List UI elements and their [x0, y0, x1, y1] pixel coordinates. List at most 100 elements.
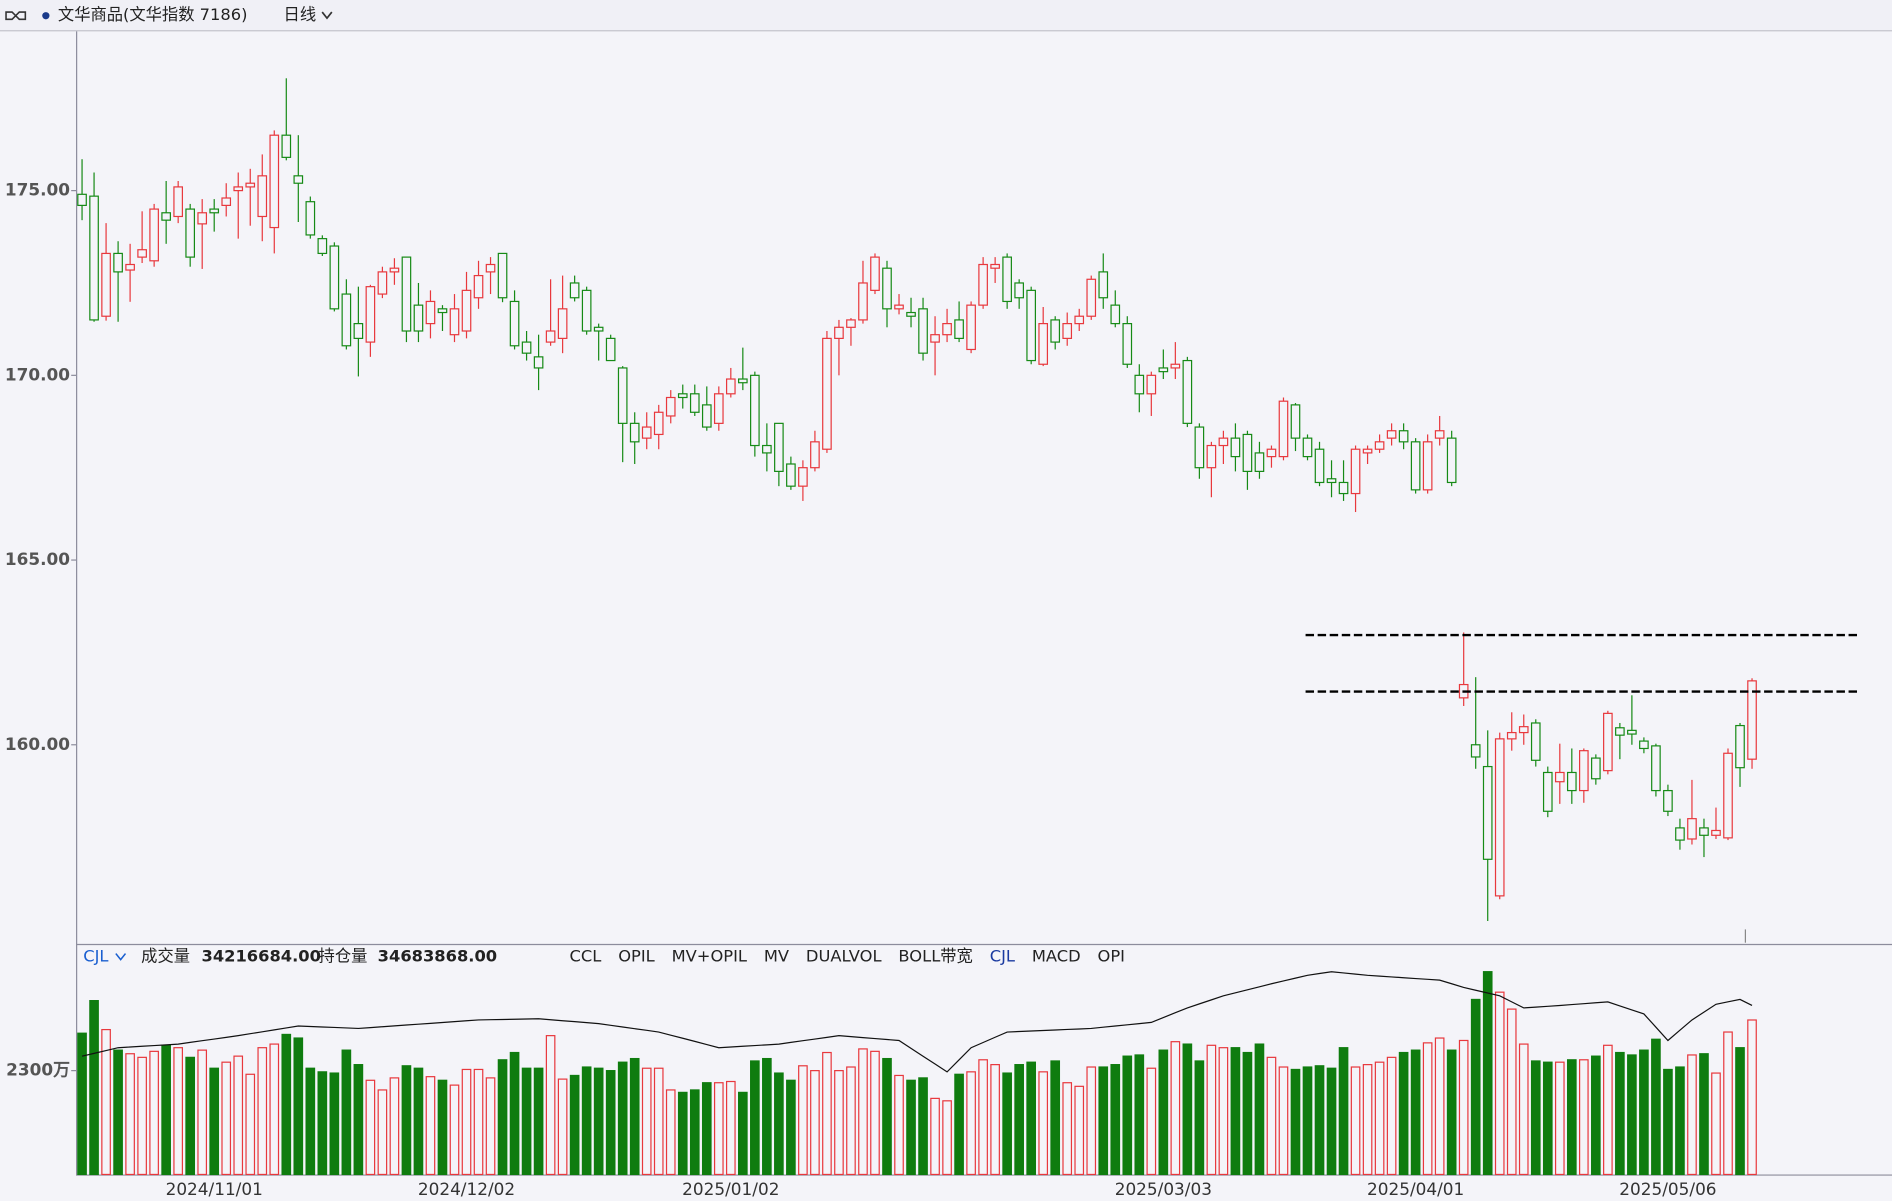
volume-bar [185, 1056, 196, 1176]
candle-body [1230, 437, 1241, 458]
volume-bar [365, 1079, 376, 1176]
toolbar [0, 0, 1892, 31]
candle-body [161, 212, 171, 221]
volume-bar [1723, 1031, 1733, 1176]
indicator-tab[interactable]: DUALVOL [806, 947, 882, 966]
volume-bar [942, 1100, 952, 1176]
candle-body [798, 467, 808, 487]
indicator-tab[interactable]: OPI [1098, 947, 1125, 966]
candle-body [305, 201, 316, 236]
volume-bar [1494, 991, 1505, 1176]
volume-bar [389, 1077, 400, 1176]
candle-body [894, 304, 904, 310]
candle-body [1386, 430, 1397, 439]
volume-bar [1134, 1054, 1145, 1176]
volume-bar [1074, 1085, 1085, 1176]
y-tick-label: 175.00 [5, 180, 70, 200]
period-chevron[interactable] [321, 11, 333, 20]
volume-bar [1410, 1049, 1421, 1176]
candle-body [1170, 363, 1181, 369]
volume-bar [1242, 1051, 1253, 1176]
candle-body [77, 193, 87, 206]
volume-bar [425, 1076, 436, 1176]
volume-bar [1206, 1044, 1217, 1176]
candle-body [689, 393, 700, 413]
candle-body [1554, 771, 1565, 783]
candle-body [1542, 771, 1553, 812]
candle-body [665, 396, 676, 417]
candle-body [1639, 740, 1649, 750]
candle-body [1591, 757, 1601, 780]
indicator-selector[interactable]: CJL [83, 947, 108, 966]
volume-bar [978, 1059, 988, 1176]
candle-body [1086, 278, 1097, 317]
volume-bar [473, 1068, 484, 1176]
candle-body [1326, 478, 1337, 484]
candle-body [293, 175, 304, 184]
volume-bar [1554, 1061, 1565, 1176]
indicator-tab[interactable]: MV [764, 947, 789, 966]
candle-body [221, 197, 232, 206]
volume-bar [1711, 1072, 1721, 1176]
volume-bar [1122, 1055, 1133, 1176]
volume-bar [137, 1056, 147, 1176]
candle-body [113, 252, 123, 273]
indicator-tab[interactable]: CCL [570, 947, 602, 966]
volume-bar [1434, 1037, 1445, 1176]
volume-bar [1002, 1072, 1012, 1176]
volume-bar [449, 1084, 460, 1176]
volume-bar [725, 1080, 736, 1176]
candle-body [1747, 680, 1757, 760]
volume-bar [1338, 1047, 1349, 1176]
candle-body [834, 326, 844, 339]
volume-bar [125, 1053, 135, 1176]
indicator-tab[interactable]: OPIL [618, 947, 655, 966]
volume-bar [1747, 1019, 1757, 1176]
candle-body [557, 308, 568, 339]
candle-body [617, 367, 628, 424]
candle-body [413, 304, 424, 332]
candle-body [906, 311, 916, 317]
volume-bar [653, 1067, 664, 1176]
indicator-chevron[interactable] [115, 953, 127, 961]
candle-body [1314, 448, 1325, 484]
indicator-tab[interactable]: CJL [990, 947, 1015, 966]
candle-body [1434, 430, 1445, 439]
candle-body [1530, 722, 1541, 761]
candle-body [1290, 404, 1301, 439]
volume-bar [617, 1061, 628, 1176]
volume-bar [798, 1065, 808, 1176]
candle-body [89, 195, 99, 321]
candle-body [389, 267, 400, 273]
link-icon[interactable] [5, 11, 27, 21]
candle-body [1026, 289, 1037, 362]
indicator-tab[interactable]: BOLL带宽 [898, 947, 972, 966]
candle-body [713, 393, 724, 424]
volume-bar [1230, 1047, 1241, 1176]
candle-body [1362, 448, 1373, 454]
volume-bar [1482, 971, 1493, 1176]
candle-body [1002, 256, 1012, 303]
volume-bar [1314, 1065, 1325, 1176]
volume-bar [1603, 1044, 1613, 1176]
x-tick-label: 2025/05/06 [1619, 1179, 1716, 1199]
y-tick-label: 160.00 [5, 734, 70, 754]
candle-body [1158, 367, 1169, 373]
volume-bar [1086, 1066, 1097, 1176]
candle-body [750, 374, 760, 447]
candle-body [449, 308, 460, 336]
candle-body [173, 186, 183, 218]
volume-bar [1386, 1056, 1397, 1176]
legend-value: 34683868.00 [378, 947, 497, 966]
candle-body [1675, 827, 1685, 841]
volume-bar [750, 1060, 760, 1176]
candle-body [461, 289, 472, 332]
indicator-tab[interactable]: MACD [1032, 947, 1081, 966]
volume-bar [1470, 998, 1481, 1176]
candle-body [521, 341, 532, 354]
indicator-tab[interactable]: MV+OPIL [672, 947, 747, 966]
period-selector[interactable]: 日线 [284, 5, 317, 24]
volume-bar [149, 1050, 159, 1176]
volume-bar [221, 1061, 232, 1176]
candle-body [1518, 726, 1529, 734]
